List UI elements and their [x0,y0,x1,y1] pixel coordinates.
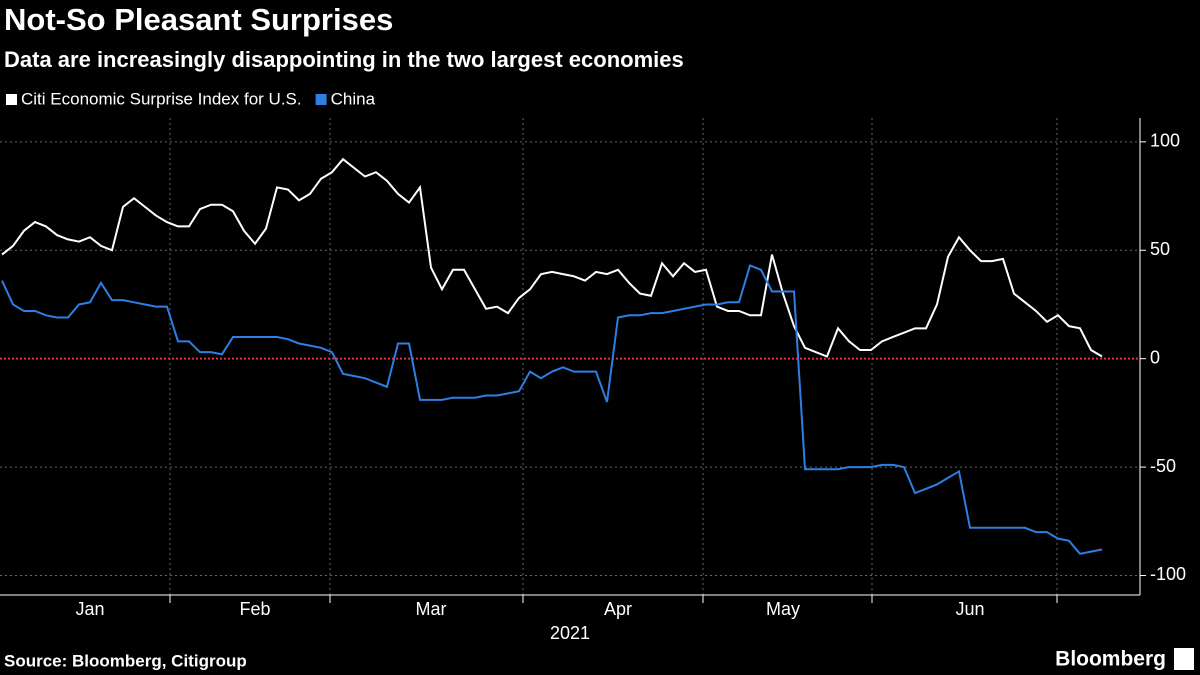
line-series [1,157,1103,358]
chart-title: Not-So Pleasant Surprises [4,2,393,37]
chart-subtitle: Data are increasingly disappointing in t… [4,47,684,72]
y-tick-label: 100 [1150,131,1180,151]
x-tick-label: Mar [416,599,447,619]
legend-label: Citi Economic Surprise Index for U.S. [21,89,302,108]
y-tick-label: -50 [1150,456,1176,476]
y-tick-label: 50 [1150,239,1170,259]
x-tick-label: Apr [604,599,632,619]
legend-label: China [331,89,376,108]
brand: Bloomberg [1055,648,1166,671]
x-tick-label: Jan [75,599,104,619]
x-tick-label: Feb [239,599,270,619]
legend-swatch [6,94,17,105]
y-tick-label: -100 [1150,564,1186,584]
brand-icon [1174,648,1194,670]
legend-swatch [315,94,327,105]
x-tick-label: Jun [955,599,984,619]
x-tick-label: May [766,599,800,619]
line-series [1,264,1103,555]
source: Source: Bloomberg, Citigroup [4,651,247,670]
y-tick-label: 0 [1150,347,1160,367]
x-axis-label: 2021 [550,623,590,643]
